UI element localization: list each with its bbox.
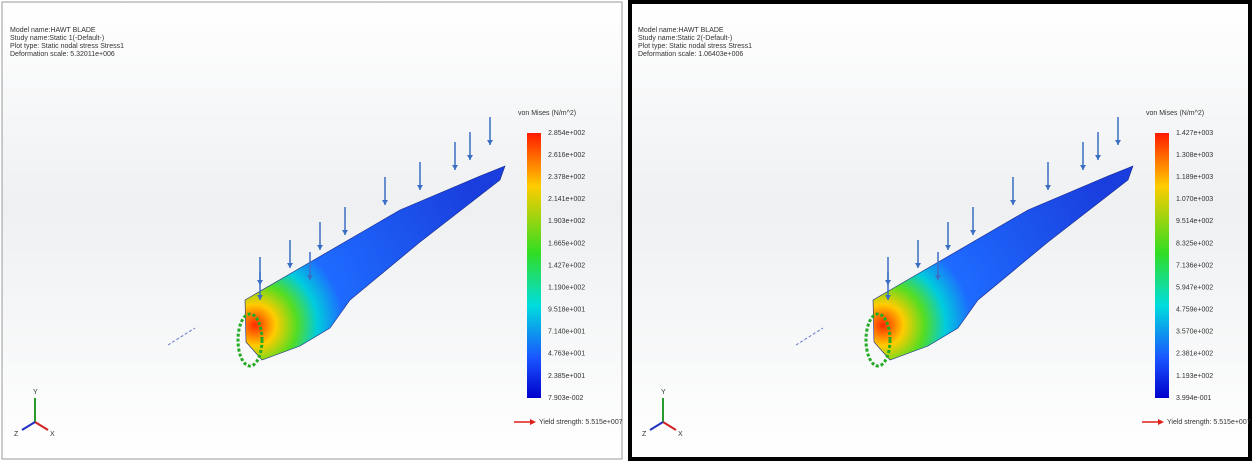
- viewport-background: [1, 1, 623, 460]
- study-info: Deformation scale: 1.06403e+006: [638, 51, 743, 58]
- legend-label: 1.427e+003: [1176, 130, 1213, 137]
- yield-strength: Yield strength: 5.515e+007: [539, 419, 623, 426]
- load-arrow-head: [342, 230, 348, 235]
- study-info: Study name:Static 1(-Default-): [10, 35, 104, 42]
- load-arrow-head: [945, 245, 951, 250]
- triad-label: Z: [642, 431, 647, 438]
- legend-label: 9.514e+002: [1176, 218, 1213, 225]
- legend-title: von Mises (N/m^2): [518, 110, 576, 117]
- legend-label: 1.193e+002: [1176, 373, 1213, 380]
- triad-x: [34, 421, 49, 431]
- color-bar: [527, 133, 541, 398]
- legend-label: 7.140e+001: [548, 329, 585, 336]
- legend-label: 1.903e+002: [548, 218, 585, 225]
- study-info: Study name:Static 2(-Default-): [638, 35, 732, 42]
- legend-label: 1.427e+002: [548, 262, 585, 269]
- legend-label: 1.189e+003: [1176, 174, 1213, 181]
- load-arrow-head: [935, 275, 941, 280]
- triad-label: Y: [33, 389, 38, 396]
- load-arrow-head: [307, 275, 313, 280]
- legend-label: 7.903e-002: [548, 395, 584, 402]
- legend-title: von Mises (N/m^2): [1146, 110, 1204, 117]
- legend-label: 2.854e+002: [548, 130, 585, 137]
- legend-label: 1.190e+002: [548, 284, 585, 291]
- triad-z: [21, 421, 36, 431]
- blade-model: [872, 165, 1134, 361]
- load-arrow-head: [382, 200, 388, 205]
- load-arrow-head: [885, 295, 891, 300]
- triad-label: X: [50, 431, 55, 438]
- load-arrow-head: [915, 263, 921, 268]
- study-info: Plot type: Static nodal stress Stress1: [10, 43, 124, 50]
- legend-label: 2.616e+002: [548, 152, 585, 159]
- legend-label: 2.381e+002: [1176, 351, 1213, 358]
- load-arrow-head: [1045, 185, 1051, 190]
- triad-x: [662, 421, 677, 431]
- load-arrow-head: [487, 140, 493, 145]
- load-arrow-head: [1010, 200, 1016, 205]
- load-arrow-head: [257, 295, 263, 300]
- legend-label: 2.385e+001: [548, 373, 585, 380]
- load-arrow-head: [467, 155, 473, 160]
- triad-label: Y: [661, 389, 666, 396]
- legend-label: 1.665e+002: [548, 240, 585, 247]
- fixture: [864, 312, 892, 368]
- study-info: Model name:HAWT BLADE: [638, 27, 724, 34]
- load-arrow-head: [1115, 140, 1121, 145]
- study-info: Plot type: Static nodal stress Stress1: [638, 43, 752, 50]
- load-arrow-head: [452, 165, 458, 170]
- legend-label: 8.325e+002: [1176, 240, 1213, 247]
- load-arrow-head: [287, 263, 293, 268]
- viewport-background: [628, 0, 1252, 461]
- triad-label: X: [678, 431, 683, 438]
- legend-label: 3.994e-001: [1176, 395, 1212, 402]
- triad-label: Z: [14, 431, 19, 438]
- yield-arrow-head: [1158, 419, 1164, 425]
- load-arrow-head: [970, 230, 976, 235]
- study-info: Deformation scale: 5.32011e+006: [10, 51, 115, 58]
- legend-label: 2.141e+002: [548, 196, 585, 203]
- color-bar: [1155, 133, 1169, 398]
- study-info: Model name:HAWT BLADE: [10, 27, 96, 34]
- yield-arrow-head: [530, 419, 536, 425]
- yield-strength: Yield strength: 5.515e+007: [1167, 419, 1251, 426]
- load-arrow-head: [317, 245, 323, 250]
- load-arrow-head: [1095, 155, 1101, 160]
- legend-label: 9.518e+001: [548, 307, 585, 314]
- legend-label: 4.759e+002: [1176, 307, 1213, 314]
- legend-label: 1.308e+003: [1176, 152, 1213, 159]
- blade-model: [244, 165, 506, 361]
- legend-label: 3.570e+002: [1176, 329, 1213, 336]
- legend-label: 4.763e+001: [548, 351, 585, 358]
- legend-label: 1.070e+003: [1176, 196, 1213, 203]
- legend-label: 5.947e+002: [1176, 284, 1213, 291]
- legend-label: 7.136e+002: [1176, 262, 1213, 269]
- triad-z: [649, 421, 664, 431]
- legend-label: 2.378e+002: [548, 174, 585, 181]
- axis-line: [795, 327, 824, 346]
- fixture: [236, 312, 264, 368]
- axis-line: [167, 327, 196, 346]
- load-arrow-head: [1080, 165, 1086, 170]
- load-arrow-head: [417, 185, 423, 190]
